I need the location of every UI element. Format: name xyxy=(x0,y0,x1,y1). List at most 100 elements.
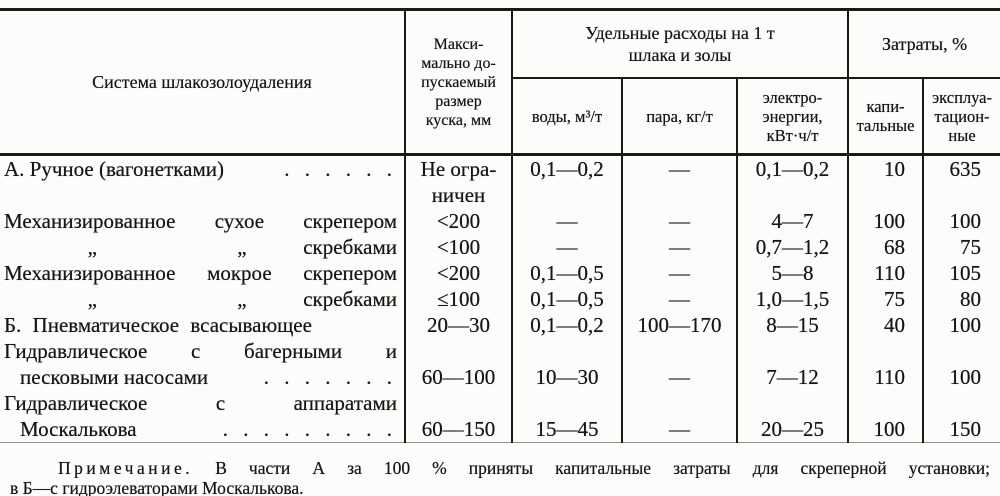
cell-system: Механизированное сухое скрепером xyxy=(0,208,405,234)
system-label: песковыми насосами xyxy=(20,365,209,389)
footnote-line2: в Б—с гидроэлеваторами Москалькова. xyxy=(10,478,304,496)
table-header: Система шлакозолоудаления Макси- мально … xyxy=(0,9,1000,155)
cell-water: 0,1—0,5 xyxy=(511,286,622,312)
footnote-text: В части А за 100 % приняты капитальные з… xyxy=(215,458,990,478)
cell-power: 1,0—1,5 xyxy=(735,286,849,312)
cell-operational: 100 xyxy=(922,338,1000,390)
cell-system: „ „ скребками xyxy=(0,234,405,260)
table-row: „ „ скребками ≤100 0,1—0,5—1,0—1,5 75 80 xyxy=(0,286,1000,312)
system-line: Гидравлическое с багерными и xyxy=(4,339,397,363)
cell-size: <200 xyxy=(404,208,512,234)
cell-water: 0,1—0,2 xyxy=(511,312,622,338)
header-costs-group: Затраты, % xyxy=(847,9,1000,79)
cell-power: 7—12 xyxy=(735,338,849,390)
ditto-line: „ „ скребками xyxy=(4,286,397,312)
cell-size: Не огра- ничен xyxy=(404,154,512,208)
cell-size: <200 xyxy=(404,260,512,286)
cell-steam: — xyxy=(621,286,737,312)
cell-water: 15—45 xyxy=(511,390,622,443)
cell-operational: 75 xyxy=(922,234,1000,260)
cell-power: 4—7 xyxy=(735,208,849,234)
cell-power: 8—15 xyxy=(735,312,849,338)
footnote-line1: Примечание. В части А за 100 % приняты к… xyxy=(10,458,990,478)
cell-steam: — xyxy=(621,154,737,208)
cell-operational: 150 xyxy=(922,390,1000,443)
system-line: песковыми насосами . . . . . . . xyxy=(4,364,397,390)
system-line: Механизированное сухое скрепером xyxy=(4,209,397,233)
cell-capital: 75 xyxy=(847,286,924,312)
cell-steam: — xyxy=(621,208,737,234)
cell-operational: 100 xyxy=(922,312,1000,338)
leader-dots: . . . . . . . xyxy=(263,365,397,389)
header-max-size: Макси- мально до- пускаемый размер куска… xyxy=(404,9,512,155)
cell-steam: 100—170 xyxy=(621,312,737,338)
cell-capital: 110 xyxy=(847,338,924,390)
cell-size: <100 xyxy=(404,234,512,260)
cell-size: ≤100 xyxy=(404,286,512,312)
system-label: А. Ручное (вагонетками) xyxy=(4,157,224,181)
cell-water: 0,1—0,2 xyxy=(511,154,622,208)
cell-steam: — xyxy=(621,234,737,260)
cell-system: Механизированное мокрое скрепером xyxy=(0,260,405,286)
system-label: скребками xyxy=(303,287,397,311)
ditto-mark: „ xyxy=(87,235,97,259)
cell-steam: — xyxy=(621,390,737,443)
system-line: Б. Пневматическое всасывающее xyxy=(4,313,312,337)
table-row: Механизированное мокрое скрепером <200 0,1… xyxy=(0,260,1000,286)
header-power: электро- энергии, кВт·ч/т xyxy=(735,78,849,155)
ditto-line: „ „ скребками xyxy=(4,234,397,260)
cell-system: Б. Пневматическое всасывающее xyxy=(0,312,405,338)
system-line: Механизированное мокрое скрепером xyxy=(4,261,397,285)
cell-power: 20—25 xyxy=(735,390,849,443)
cell-size: 60—100 xyxy=(404,338,512,390)
table-row: Б. Пневматическое всасывающее 20—30 0,1—0,… xyxy=(0,312,1000,338)
cell-size: 60—150 xyxy=(404,390,512,443)
slag-ash-removal-table: Система шлакозолоудаления Макси- мально … xyxy=(0,8,1000,443)
system-line: А. Ручное (вагонетками) . . . . . . xyxy=(4,156,397,182)
system-label: скребками xyxy=(303,235,397,259)
header-operational: эксплуа- тацион- ные xyxy=(922,78,1000,155)
table-row: Гидравлическое с багерными и песковыми на… xyxy=(0,338,1000,390)
system-line: Москалькова . . . . . . . . . xyxy=(4,416,397,442)
footnote-label: Примечание. xyxy=(58,458,194,478)
header-specific-consumption-group: Удельные расходы на 1 т шлака и золы xyxy=(510,9,849,79)
system-line: Гидравлическое с аппаратами xyxy=(4,391,397,415)
cell-power: 0,1—0,2 xyxy=(735,154,849,208)
cell-power: 0,7—1,2 xyxy=(735,234,849,260)
table-row: Механизированное сухое скрепером <200— —4—… xyxy=(0,208,1000,234)
cell-capital: 10 xyxy=(847,154,924,208)
system-label: Москалькова xyxy=(20,417,137,441)
header-row-subcolumns: воды, м³/т пара, кг/т электро- энергии, … xyxy=(0,78,1000,155)
cell-water: 10—30 xyxy=(511,338,622,390)
cell-capital: 110 xyxy=(847,260,924,286)
table-body: А. Ручное (вагонетками) . . . . . . Не огр… xyxy=(0,154,1000,443)
cell-operational: 80 xyxy=(922,286,1000,312)
header-capital: капи- тальные xyxy=(847,78,924,155)
leader-dots: . . . . . . . . . xyxy=(222,417,397,441)
cell-capital: 100 xyxy=(847,390,924,443)
cell-system: Гидравлическое с аппаратами Москалькова . … xyxy=(0,390,405,443)
cell-operational: 105 xyxy=(922,260,1000,286)
cell-system: Гидравлическое с багерными и песковыми на… xyxy=(0,338,405,390)
leader-dots: . . . . . . xyxy=(284,157,397,181)
table-row: „ „ скребками <100— —0,7—1,2 68 75 xyxy=(0,234,1000,260)
cell-operational: 100 xyxy=(922,208,1000,234)
header-row-groups: Система шлакозолоудаления Макси- мально … xyxy=(0,9,1000,155)
cell-capital: 68 xyxy=(847,234,924,260)
cell-power: 5—8 xyxy=(735,260,849,286)
ditto-mark: „ xyxy=(87,287,97,311)
cell-water: — xyxy=(511,234,622,260)
footnote: Примечание. В части А за 100 % приняты к… xyxy=(10,458,990,496)
cell-steam: — xyxy=(621,338,737,390)
cell-water: 0,1—0,5 xyxy=(511,260,622,286)
header-steam: пара, кг/т xyxy=(621,78,737,155)
header-system: Система шлакозолоудаления xyxy=(92,71,312,92)
cell-system: „ „ скребками xyxy=(0,286,405,312)
cell-capital: 40 xyxy=(847,312,924,338)
cell-capital: 100 xyxy=(847,208,924,234)
cell-system: А. Ручное (вагонетками) . . . . . . xyxy=(0,155,405,209)
header-water: воды, м³/т xyxy=(511,78,622,155)
cell-size: 20—30 xyxy=(404,312,512,338)
ditto-mark: „ xyxy=(237,287,247,311)
